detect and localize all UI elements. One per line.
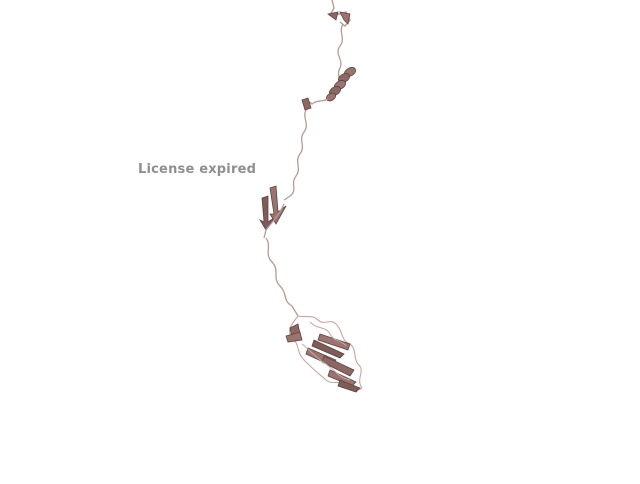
coil-segment-3 xyxy=(283,109,307,201)
globular-domain xyxy=(285,315,363,393)
license-watermark: License expired xyxy=(138,162,257,177)
short-strand xyxy=(301,97,312,111)
top-fragment xyxy=(327,0,351,27)
alpha-helix xyxy=(325,67,356,102)
beta-hairpin xyxy=(258,185,287,239)
coil-segment-4 xyxy=(265,237,299,317)
